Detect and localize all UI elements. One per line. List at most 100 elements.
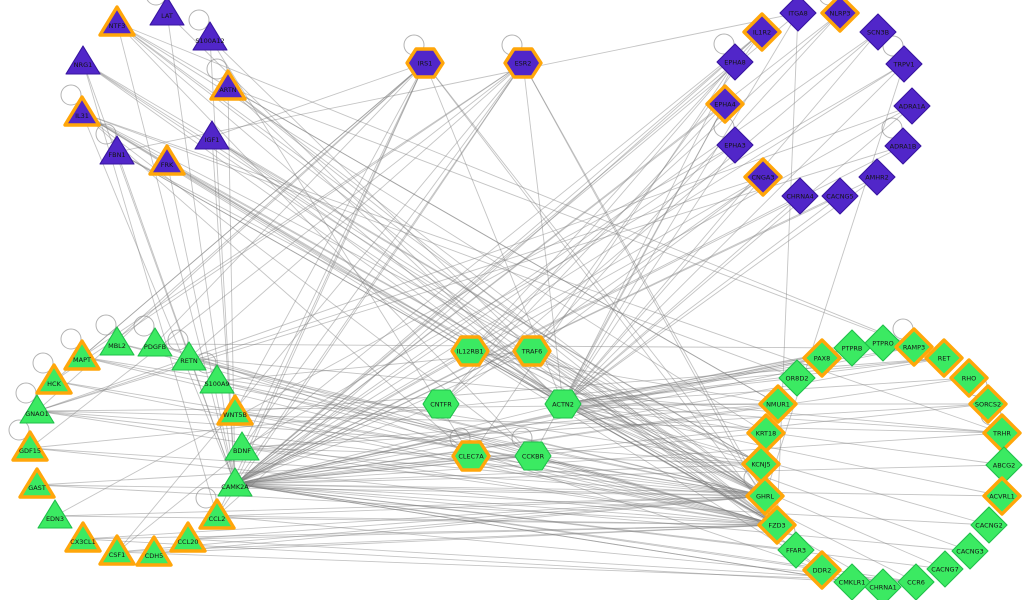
edge-CX3CL1-GHRL[interactable] <box>82 495 766 540</box>
edge-IL31-GHRL[interactable] <box>81 112 766 497</box>
edge-CAMK2A-IL12RB1[interactable] <box>234 350 471 485</box>
edge-TRPV1-GHRL[interactable] <box>764 63 905 497</box>
node-ESR2[interactable]: ESR2 <box>503 47 543 79</box>
diamond-node-shape[interactable] <box>858 158 896 196</box>
diamond-node-shape[interactable] <box>833 329 871 367</box>
edge-EPHA8-CLEC7A[interactable] <box>470 61 736 457</box>
node-IRS1[interactable]: IRS1 <box>405 47 445 79</box>
hexagon-node-shape[interactable] <box>514 441 552 471</box>
edge-CAMK2A-PAX8[interactable] <box>234 357 823 485</box>
self-loop-RETN[interactable] <box>167 329 189 351</box>
triangle-node-shape[interactable] <box>216 394 254 426</box>
edge-IRS1-PDGFB[interactable] <box>154 62 426 345</box>
edge-S100A12-TRAF6[interactable] <box>209 37 533 352</box>
edge-IL31-CAMK2A[interactable] <box>81 112 236 485</box>
edge-HCK-FZD3[interactable] <box>53 380 778 526</box>
edge-HCK-GHRL[interactable] <box>53 380 766 497</box>
edge-CNGA3-GNAO1[interactable] <box>36 176 764 412</box>
self-loop-MBL2[interactable] <box>95 314 117 336</box>
edge-CCKBR-FZD3[interactable] <box>532 455 778 526</box>
edge-IGF1-CAMK2A[interactable] <box>211 136 236 485</box>
edge-CNGA3-ACTN2[interactable] <box>562 176 764 405</box>
edge-EPHA3-EDN3[interactable] <box>54 144 736 517</box>
diamond-node-shape[interactable] <box>926 550 964 588</box>
self-loop-MAPT[interactable] <box>60 328 82 350</box>
edge-NRG1-CCL2[interactable] <box>82 61 218 517</box>
edge-CAMK2A-CACNG3[interactable] <box>234 483 971 552</box>
diamond-node-shape[interactable] <box>864 324 902 362</box>
diamond-node-shape[interactable] <box>864 568 902 600</box>
node-CNTFR[interactable]: CNTFR <box>422 389 460 419</box>
diamond-node-shape[interactable] <box>705 84 745 124</box>
edge-IL31-DDR2[interactable] <box>81 112 823 571</box>
edge-CAMK2A-TRHR[interactable] <box>234 432 1003 485</box>
diamond-node-shape[interactable] <box>821 177 859 215</box>
edge-NTF3-FZD3[interactable] <box>116 22 778 526</box>
edge-ACTN2-ACVRL1[interactable] <box>562 403 1003 497</box>
edge-ACTN2-RHO[interactable] <box>562 377 970 405</box>
hexagon-node-shape[interactable] <box>451 440 491 472</box>
edge-IRS1-GHRL[interactable] <box>424 62 766 497</box>
edge-SCN3B-ACTN2[interactable] <box>562 31 879 405</box>
node-CNGA3[interactable]: CNGA3 <box>743 157 783 197</box>
self-loop-ADRA1B[interactable] <box>881 117 903 139</box>
edge-NRG1-CAMK2A[interactable] <box>82 61 236 485</box>
edge-GAST-FZD3[interactable] <box>36 484 778 526</box>
diamond-node-shape[interactable] <box>743 157 783 197</box>
edge-CDH5-FZD3[interactable] <box>153 524 778 554</box>
edge-TRPV1-CAMK2A[interactable] <box>234 63 905 485</box>
edge-CSF1-FZD3[interactable] <box>116 524 778 553</box>
edge-ESR2-CCL2[interactable] <box>216 62 524 517</box>
edge-ESR2-CSF1[interactable] <box>116 62 524 553</box>
self-loop-CCL2[interactable] <box>195 487 217 509</box>
edge-NLRP3-CAMK2A[interactable] <box>234 12 841 485</box>
edge-CCL20-FZD3[interactable] <box>187 524 778 540</box>
edge-IRS1-CCL2[interactable] <box>216 62 426 517</box>
edge-IL31-FZD3[interactable] <box>81 112 778 526</box>
edge-ACTN2-KCNJ5[interactable] <box>562 403 762 465</box>
node-NTF3[interactable]: NTF3 <box>98 5 136 37</box>
node-EDN3[interactable]: EDN3 <box>37 499 73 529</box>
edge-NTF3-ACTN2[interactable] <box>116 22 564 405</box>
self-loop-ARTN[interactable] <box>206 58 228 80</box>
triangle-node-shape[interactable] <box>18 467 56 499</box>
diamond-node-shape[interactable] <box>716 43 754 81</box>
triangle-node-shape[interactable] <box>65 45 101 75</box>
edge-S100A12-CLEC7A[interactable] <box>209 37 472 457</box>
node-AMHR2[interactable]: AMHR2 <box>858 158 896 196</box>
edge-CAMK2A-ABCG2[interactable] <box>234 464 1005 485</box>
node-LAT[interactable]: LAT <box>149 0 185 26</box>
edge-NRG1-GHRL[interactable] <box>82 61 766 497</box>
edge-PDGFB-PTPRB[interactable] <box>154 343 853 349</box>
edge-CAMK2A-CNTFR[interactable] <box>234 403 442 485</box>
edge-CSF1-GHRL[interactable] <box>116 495 766 553</box>
edge-CHRNA4-ACTN2[interactable] <box>562 195 801 405</box>
hexagon-node-shape[interactable] <box>544 389 582 419</box>
edge-CSF1-CCR6[interactable] <box>116 551 917 583</box>
edge-TRPV1-BDNF[interactable] <box>241 63 905 449</box>
node-IL31[interactable]: IL31 <box>63 95 101 127</box>
edge-EPHA4-CNTFR[interactable] <box>440 103 726 405</box>
edge-CCL20-CCR6[interactable] <box>187 538 917 583</box>
edge-CAMK2A-DDR2[interactable] <box>234 483 823 571</box>
edge-ITGA8-ACTN2[interactable] <box>562 12 799 405</box>
self-loop-IL31[interactable] <box>60 84 82 106</box>
edge-BDNF-FZD3[interactable] <box>241 447 778 526</box>
edge-CAMK2A-CACNG7[interactable] <box>234 483 946 570</box>
triangle-node-shape[interactable] <box>194 120 230 150</box>
edge-EPHA3-ACTN2[interactable] <box>562 144 736 405</box>
node-MBL2[interactable]: MBL2 <box>99 326 135 356</box>
edge-GAST-CCKBR[interactable] <box>36 455 534 486</box>
self-loop-HCK[interactable] <box>32 352 54 374</box>
node-S100A12[interactable]: S100A12 <box>192 21 228 51</box>
edge-MAPT-KCNJ5[interactable] <box>81 356 762 465</box>
triangle-node-shape[interactable] <box>149 0 185 26</box>
triangle-node-shape[interactable] <box>11 430 49 462</box>
edge-ESR2-HCK[interactable] <box>53 62 524 382</box>
edge-ARTN-ACTN2[interactable] <box>227 86 564 405</box>
edge-FRK-GHRL[interactable] <box>166 161 766 497</box>
node-GAST[interactable]: GAST <box>18 467 56 499</box>
edge-ESR2-GDF15[interactable] <box>29 62 524 449</box>
edge-AMHR2-CAMK2A[interactable] <box>234 176 878 485</box>
